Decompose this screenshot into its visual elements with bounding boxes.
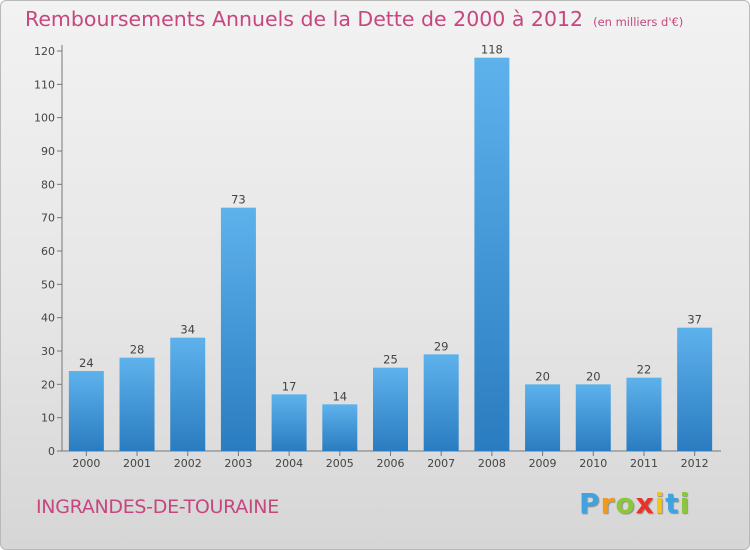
bar: [677, 327, 713, 451]
chart-title: Remboursements Annuels de la Dette de 20…: [25, 7, 683, 31]
y-tick-label: 30: [41, 345, 55, 358]
y-tick-label: 90: [41, 145, 55, 158]
y-tick-label: 50: [41, 278, 55, 291]
bar: [220, 207, 256, 451]
x-tick-label: 2000: [72, 457, 100, 470]
value-label: 20: [535, 369, 550, 383]
x-tick-label: 2002: [174, 457, 202, 470]
x-tick-label: 2001: [123, 457, 151, 470]
x-tick-label: 2003: [224, 457, 252, 470]
logo-letter: P: [579, 487, 601, 520]
value-labels: 24 28 34 73 17 14 25 29 118 20 20 22 37: [79, 43, 702, 404]
x-tick-label: 2012: [681, 457, 709, 470]
bar: [525, 384, 561, 451]
value-label: 22: [637, 363, 652, 377]
value-label: 34: [180, 323, 195, 337]
bar: [119, 357, 155, 451]
y-tick-label: 0: [48, 445, 55, 458]
bar: [423, 354, 459, 451]
logo-letter: r: [600, 487, 616, 520]
value-label: 24: [79, 356, 94, 370]
commune-name: INGRANDES-DE-TOURAINE: [36, 496, 279, 518]
x-tick-label: 2004: [275, 457, 303, 470]
x-tick-label: 2011: [630, 457, 658, 470]
axes: 0 10 20 30 40 50 60 70 80 90 100 110 120 2000 2001 2002…: [34, 45, 721, 470]
y-tick-label: 40: [41, 312, 55, 325]
value-label: 118: [481, 43, 503, 57]
value-label: 29: [434, 339, 449, 353]
y-tick-label: 20: [41, 378, 55, 391]
bar: [474, 57, 510, 452]
logo-letter: o: [615, 487, 636, 520]
logo-letter: t: [665, 487, 680, 520]
x-tick-label: 2007: [427, 457, 455, 470]
bar: [68, 371, 104, 451]
bars: [68, 57, 713, 452]
chart-title-text: Remboursements Annuels de la Dette de 20…: [25, 7, 584, 31]
x-tick-label: 2008: [478, 457, 506, 470]
value-label: 25: [383, 353, 398, 367]
value-label: 20: [586, 369, 601, 383]
bar: [170, 337, 206, 451]
y-tick-label: 120: [34, 45, 55, 58]
x-tick-label: 2005: [326, 457, 354, 470]
chart-unit: (en milliers d'€): [593, 15, 684, 29]
y-tick-label: 60: [41, 245, 55, 258]
bar: [626, 377, 662, 451]
y-tick-label: 110: [34, 78, 55, 91]
bar: [322, 404, 358, 451]
value-label: 73: [231, 193, 246, 207]
x-tick-label: 2009: [529, 457, 557, 470]
bar: [373, 367, 408, 451]
value-label: 37: [687, 313, 702, 327]
logo-letter: i: [654, 487, 666, 520]
y-tick-label: 10: [41, 412, 55, 425]
y-tick-label: 100: [34, 112, 55, 125]
y-tick-label: 70: [41, 212, 55, 225]
x-tick-label: 2006: [377, 457, 405, 470]
value-label: 14: [332, 389, 347, 403]
x-tick-label: 2010: [579, 457, 607, 470]
value-label: 17: [282, 379, 297, 393]
logo-letter: i: [679, 487, 691, 520]
y-tick-label: 80: [41, 178, 55, 191]
bar: [575, 384, 611, 451]
value-label: 28: [130, 343, 145, 357]
proxiti-logo: Proxiti: [579, 487, 690, 520]
bar: [271, 394, 307, 451]
logo-letter: x: [635, 487, 655, 520]
